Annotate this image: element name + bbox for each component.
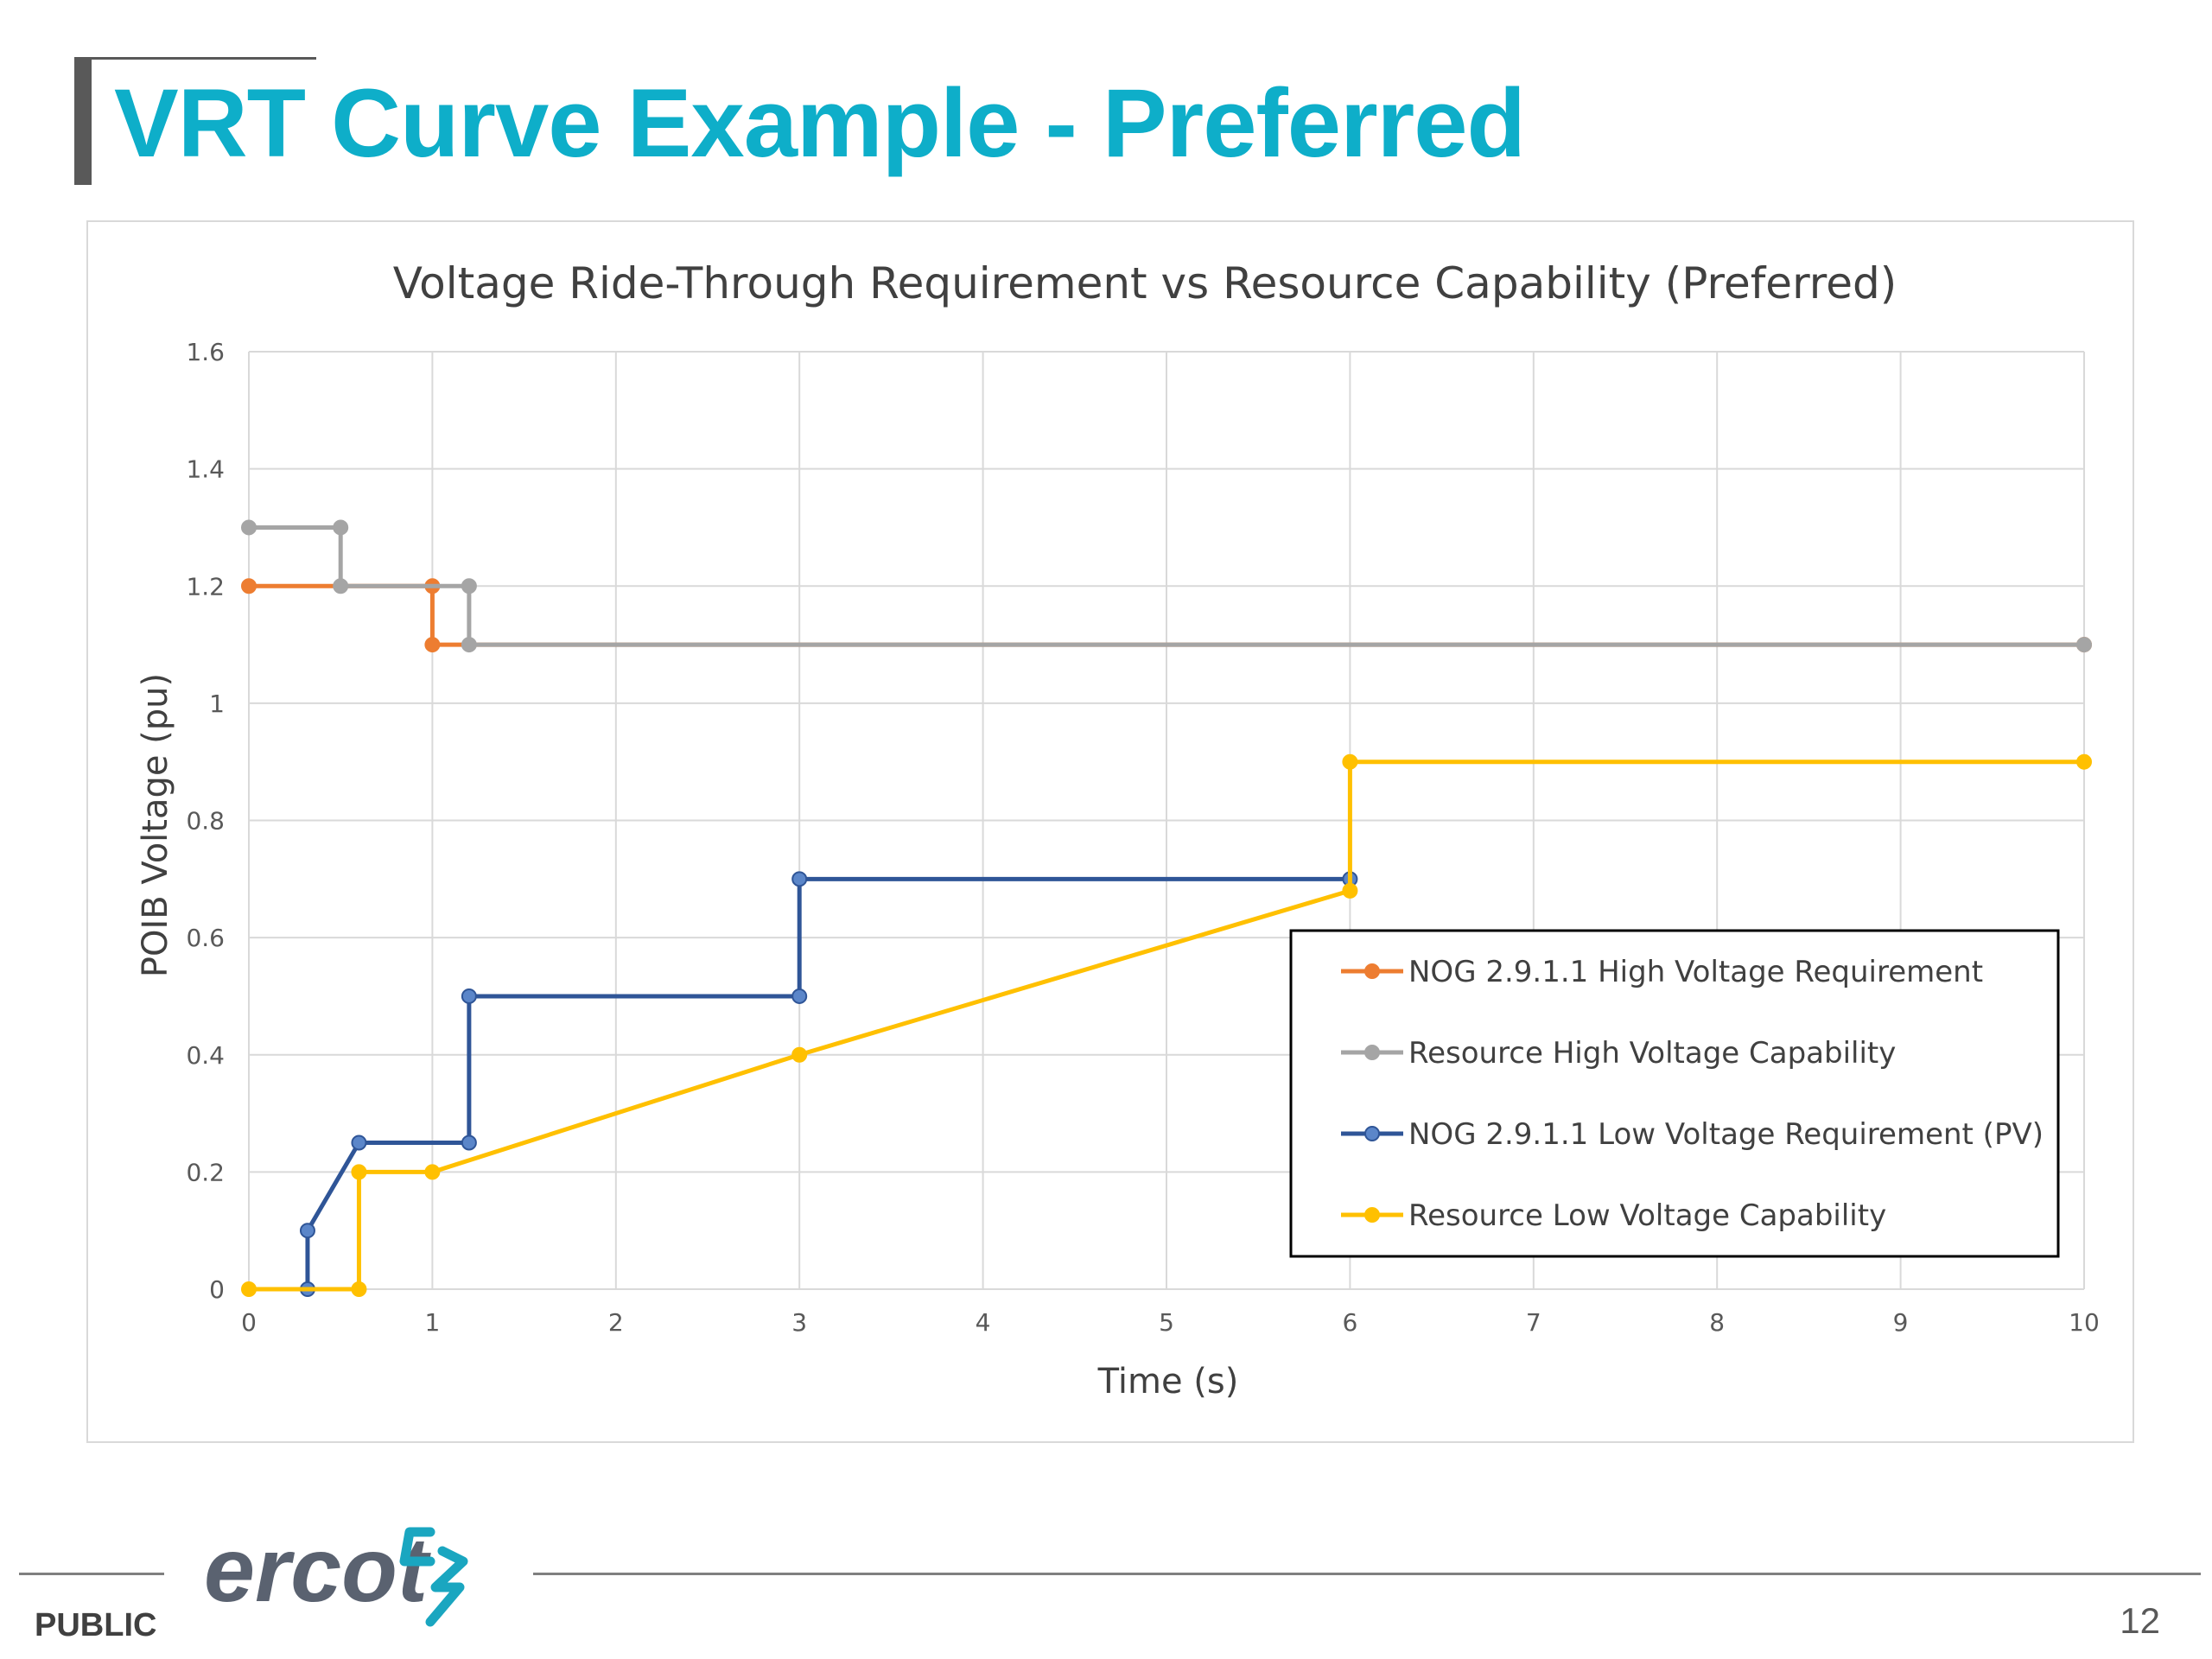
data-point <box>299 1223 315 1239</box>
chart: Voltage Ride-Through Requirement vs Reso… <box>136 258 2100 1402</box>
data-point <box>241 578 257 594</box>
y-tick-label: 1.2 <box>186 572 225 601</box>
series-line <box>249 524 2084 647</box>
title-rule <box>74 57 316 60</box>
x-tick-label: 7 <box>1526 1308 1541 1337</box>
data-point <box>1342 882 1358 899</box>
legend-item: NOG 2.9.1.1 Low Voltage Requirement (PV) <box>1341 1117 2044 1152</box>
ercot-logo: ercot <box>204 1519 468 1627</box>
data-point <box>424 1164 441 1180</box>
legend: NOG 2.9.1.1 High Voltage Requirement Reso… <box>1289 929 2060 1258</box>
footer-public-label: PUBLIC <box>35 1607 157 1643</box>
data-point <box>351 1281 367 1297</box>
data-point <box>461 578 477 594</box>
legend-label: Resource High Voltage Capability <box>1408 1036 1896 1071</box>
footer-divider-left <box>19 1573 164 1575</box>
series-4 <box>241 753 2092 1297</box>
data-point <box>2076 753 2092 770</box>
data-point <box>1342 753 1358 770</box>
data-point <box>2076 637 2092 653</box>
logo-wordmark: ercot <box>204 1519 431 1621</box>
legend-marker-point <box>1364 963 1380 979</box>
x-axis-label: Time (s) <box>1097 1362 1239 1402</box>
data-point <box>351 1164 367 1180</box>
data-point <box>241 519 257 536</box>
data-point <box>791 988 808 1004</box>
x-tick-label: 4 <box>976 1308 991 1337</box>
x-tick-label: 0 <box>241 1308 257 1337</box>
slide-title: VRT Curve Example - Preferred <box>114 69 1526 177</box>
y-tick-label: 0.8 <box>186 807 225 836</box>
series <box>241 519 2092 1297</box>
data-point <box>424 637 441 653</box>
data-point <box>461 988 477 1004</box>
grid <box>248 351 2085 1290</box>
legend-marker-point <box>1364 1126 1380 1141</box>
data-point <box>791 1046 808 1063</box>
series-2 <box>241 519 2092 653</box>
data-point <box>351 1135 367 1151</box>
data-point <box>461 637 477 653</box>
data-point <box>791 871 808 887</box>
ercot-logo-icon <box>399 1527 468 1627</box>
data-point <box>241 1281 257 1297</box>
x-tick-label: 2 <box>608 1308 624 1337</box>
legend-label: NOG 2.9.1.1 High Voltage Requirement <box>1408 955 1983 989</box>
y-tick-label: 0.4 <box>186 1041 225 1070</box>
x-tick-label: 9 <box>1893 1308 1909 1337</box>
legend-box <box>1289 929 2060 1258</box>
chart-title: Voltage Ride-Through Requirement vs Reso… <box>393 258 1897 308</box>
y-tick-label: 1 <box>209 690 225 718</box>
legend-label: Resource Low Voltage Capability <box>1408 1198 1886 1233</box>
legend-marker-point <box>1364 1207 1380 1223</box>
legend-marker-point <box>1364 1045 1380 1060</box>
series-3 <box>299 871 1358 1297</box>
y-tick-label: 1.6 <box>186 338 225 366</box>
legend-item: Resource High Voltage Capability <box>1341 1036 1896 1071</box>
legend-label: NOG 2.9.1.1 Low Voltage Requirement (PV) <box>1408 1117 2044 1152</box>
chart-frame <box>86 220 2134 1443</box>
x-tick-label: 5 <box>1159 1308 1174 1337</box>
y-tick-label: 1.4 <box>186 455 225 484</box>
x-tick-label: 8 <box>1709 1308 1725 1337</box>
legend-item: NOG 2.9.1.1 High Voltage Requirement <box>1341 955 1983 989</box>
legend-item: Resource Low Voltage Capability <box>1341 1198 1886 1233</box>
title-accent-bar <box>74 57 92 185</box>
y-tick-label: 0 <box>209 1275 225 1304</box>
y-axis-label: POIB Voltage (pu) <box>136 673 175 977</box>
x-tick-label: 10 <box>2069 1308 2100 1337</box>
tick-labels: 0 1 2 3 4 5 6 7 8 9 10 0 0.2 0.4 0.6 0.8 1 1.2 1.4 1.6 <box>186 338 2099 1337</box>
series-line <box>305 876 1351 1289</box>
footer-divider-right <box>533 1573 2201 1575</box>
data-point <box>333 519 349 536</box>
series-line <box>249 760 2084 1292</box>
data-point <box>461 1135 477 1151</box>
page-number: 12 <box>2120 1600 2160 1641</box>
x-tick-label: 3 <box>791 1308 807 1337</box>
x-tick-label: 6 <box>1342 1308 1357 1337</box>
y-tick-label: 0.2 <box>186 1158 225 1186</box>
y-tick-label: 0.6 <box>186 924 225 952</box>
x-tick-label: 1 <box>424 1308 440 1337</box>
data-point <box>333 578 349 594</box>
